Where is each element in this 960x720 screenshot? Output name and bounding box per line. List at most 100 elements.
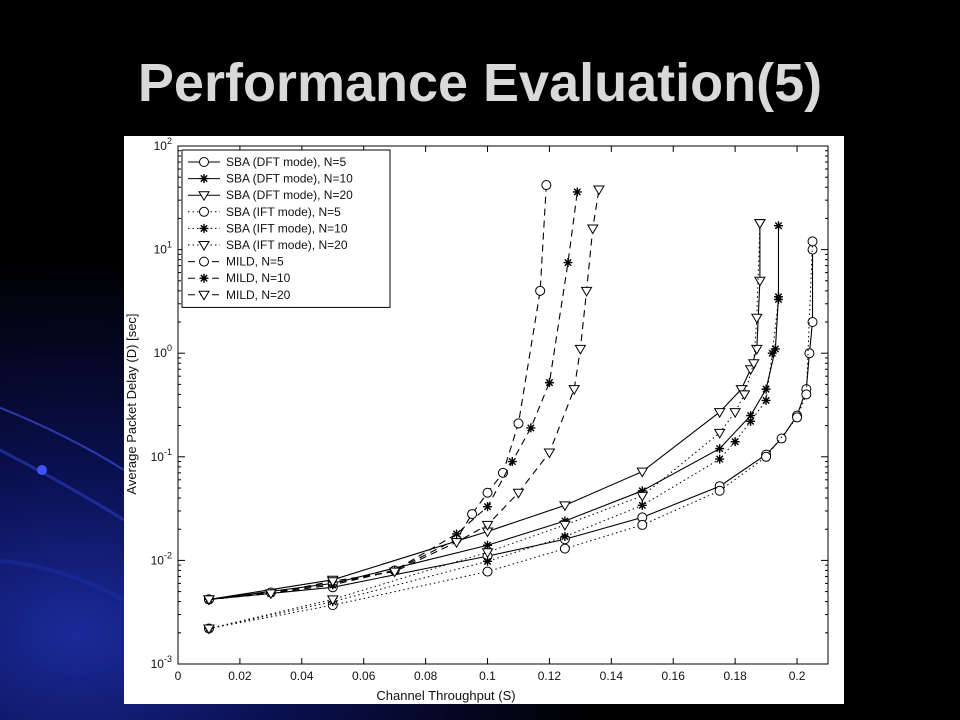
y-tick-base: 10 — [154, 346, 168, 360]
circle-marker — [467, 509, 478, 520]
star-marker — [563, 258, 573, 268]
legend-item: SBA (DFT mode), N=5 — [188, 155, 346, 169]
x-tick-label: 0.18 — [723, 669, 747, 683]
y-tick-exponent: 1 — [167, 240, 172, 250]
series-line — [208, 223, 761, 630]
triangle-marker — [264, 589, 277, 600]
triangle-marker — [750, 313, 763, 324]
x-axis-label: Channel Throughput (S) — [376, 688, 515, 703]
triangle-marker — [636, 467, 649, 478]
circle-marker — [541, 180, 552, 191]
legend-item: MILD, N=20 — [188, 288, 291, 302]
legend-label: SBA (DFT mode), N=5 — [226, 155, 346, 169]
legend-item: SBA (IFT mode), N=5 — [188, 205, 341, 219]
star-marker — [452, 529, 462, 539]
star-marker — [761, 395, 771, 405]
circle-marker — [804, 348, 815, 359]
legend-label: MILD, N=10 — [226, 271, 291, 285]
series-9 — [203, 185, 605, 606]
delay-throughput-chart: 0 0.02 0.04 0.06 0.08 0.1 0.12 0.14 0.16 0.18 0.2 1… — [124, 136, 829, 703]
triangle-marker — [729, 408, 742, 419]
triangle-marker — [586, 224, 599, 235]
decorative-arc — [0, 558, 125, 602]
legend-item: MILD, N=10 — [188, 271, 291, 285]
triangle-marker — [326, 595, 339, 606]
series-5 — [204, 294, 783, 634]
triangle-marker — [713, 408, 726, 419]
star-marker — [637, 486, 647, 496]
x-tick-label: 0.2 — [789, 669, 806, 683]
star-marker — [483, 502, 493, 512]
legend-item: SBA (DFT mode), N=20 — [188, 188, 353, 202]
x-tick-label: 0 — [175, 669, 182, 683]
legend-item: SBA (IFT mode), N=10 — [188, 221, 348, 235]
legend-label: SBA (IFT mode), N=20 — [226, 238, 348, 252]
triangle-marker — [512, 488, 525, 499]
star-marker — [526, 423, 536, 433]
triangle-marker — [735, 385, 748, 396]
y-tick-label: 10-3 — [151, 654, 172, 671]
star-marker — [746, 411, 756, 421]
star-marker — [715, 444, 725, 454]
circle-marker — [776, 433, 787, 444]
decorative-dot — [37, 465, 47, 475]
circle-marker — [637, 519, 648, 530]
legend-item: MILD, N=5 — [188, 255, 284, 269]
series-line — [208, 184, 547, 600]
star-marker — [637, 500, 647, 510]
triangle-marker — [326, 577, 339, 588]
triangle-marker — [203, 624, 215, 635]
star-marker — [715, 454, 725, 464]
circle-marker — [807, 317, 818, 328]
y-tick-base: 10 — [154, 139, 168, 153]
star-marker — [544, 378, 554, 388]
star-marker — [746, 416, 756, 426]
y-tick-base: 10 — [151, 553, 165, 567]
x-tick-label: 0.04 — [290, 669, 314, 683]
decorative-arc — [0, 406, 125, 471]
x-tick-label: 0.1 — [479, 669, 496, 683]
triangle-marker — [559, 520, 571, 531]
legend: SBA (DFT mode), N=5 SBA (DFT mode), N=10 S… — [181, 149, 391, 308]
decorative-arc — [0, 448, 125, 522]
legend-label: SBA (DFT mode), N=10 — [226, 172, 353, 186]
legend-label: SBA (IFT mode), N=10 — [226, 221, 348, 235]
triangle-marker — [198, 290, 210, 301]
star-marker — [483, 556, 493, 566]
x-tick-label: 0.06 — [352, 669, 376, 683]
triangle-marker — [754, 276, 766, 287]
triangle-marker — [713, 428, 726, 439]
y-axis-label: Average Packet Delay (D) [sec] — [124, 313, 139, 494]
star-marker — [199, 174, 209, 184]
series-layer — [203, 180, 818, 635]
star-marker — [730, 437, 740, 447]
circle-marker — [807, 236, 818, 247]
triangle-marker — [593, 185, 605, 196]
slide-title: Performance Evaluation(5) — [137, 53, 823, 113]
y-tick-exponent: -3 — [164, 654, 172, 664]
circle-marker — [482, 566, 493, 577]
legend-box — [181, 149, 391, 308]
star-marker — [572, 187, 582, 197]
y-tick-exponent: -1 — [164, 447, 172, 457]
triangle-marker — [481, 520, 494, 531]
y-tick-label: 102 — [154, 136, 172, 153]
chart-panel: 0 0.02 0.04 0.06 0.08 0.1 0.12 0.14 0.16 0.18 0.2 1… — [124, 136, 844, 704]
legend-item: SBA (DFT mode), N=10 — [188, 172, 353, 186]
circle-marker — [199, 157, 209, 167]
circle-marker — [199, 256, 209, 267]
triangle-marker — [203, 595, 215, 606]
series-6 — [203, 219, 766, 635]
triangle-marker — [750, 344, 763, 355]
triangle-marker — [543, 448, 556, 459]
star-marker — [199, 223, 209, 233]
y-tick-label: 101 — [154, 240, 172, 257]
triangle-marker — [738, 390, 751, 401]
x-tick-label: 0.16 — [662, 669, 686, 683]
legend-label: SBA (DFT mode), N=20 — [226, 188, 353, 202]
triangle-marker — [754, 219, 766, 230]
x-tick-label: 0.08 — [414, 669, 438, 683]
x-tick-label: 0.02 — [228, 669, 252, 683]
y-tick-exponent: -2 — [164, 550, 172, 560]
